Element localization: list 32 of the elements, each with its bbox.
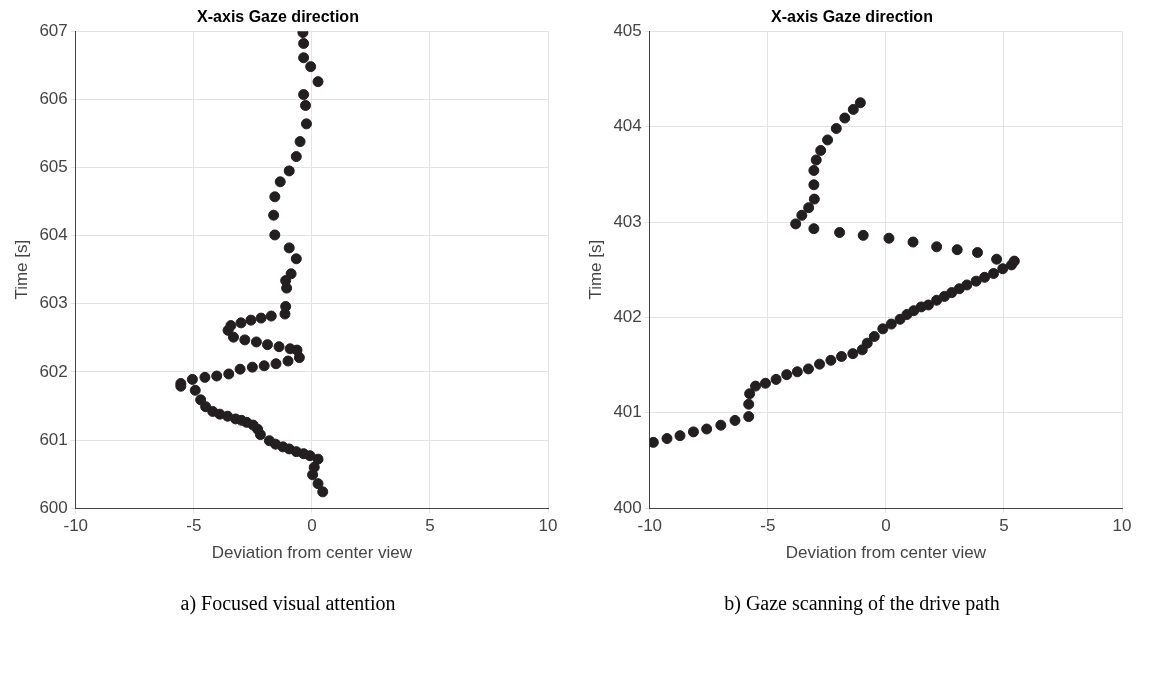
y-axis-title: Time [s] (585, 239, 605, 300)
x-tick-label: 10 (538, 516, 558, 536)
x-tick-label: -5 (186, 516, 202, 536)
x-tick-label: -5 (760, 516, 776, 536)
y-tick-label: 601 (39, 429, 68, 449)
x-tick-label: -10 (63, 516, 89, 536)
x-tick-label: 0 (307, 516, 317, 536)
y-tick-label: 603 (39, 293, 68, 313)
y-tick-label: 605 (39, 157, 68, 177)
chart-title: X-axis Gaze direction (197, 8, 359, 26)
text: b) Gaze scanning of the drive path (724, 592, 1000, 615)
x-tick-label: -10 (637, 516, 663, 536)
y-tick-label: 401 (613, 402, 642, 422)
x-axis-title: Deviation from center view (785, 543, 987, 563)
y-tick-label: 403 (613, 211, 642, 231)
y-tick-label: 400 (613, 497, 642, 517)
y-tick-label: 402 (613, 307, 642, 327)
y-axis-title: Time [s] (11, 239, 31, 300)
y-tick-label: 606 (39, 89, 68, 109)
y-tick-label: 404 (613, 116, 642, 136)
x-axis-title: Deviation from center view (211, 543, 413, 563)
text: a) Focused visual attention (180, 592, 396, 615)
y-tick-label: 405 (613, 20, 642, 40)
y-tick-label: 602 (39, 361, 68, 381)
x-tick-label: 5 (425, 516, 435, 536)
y-tick-label: 600 (39, 497, 68, 517)
x-tick-label: 10 (1112, 516, 1132, 536)
x-tick-label: 5 (999, 516, 1009, 536)
chart-title: X-axis Gaze direction (771, 8, 933, 26)
x-tick-label: 0 (881, 516, 891, 536)
y-tick-label: 607 (39, 20, 68, 40)
y-tick-label: 604 (39, 225, 68, 245)
